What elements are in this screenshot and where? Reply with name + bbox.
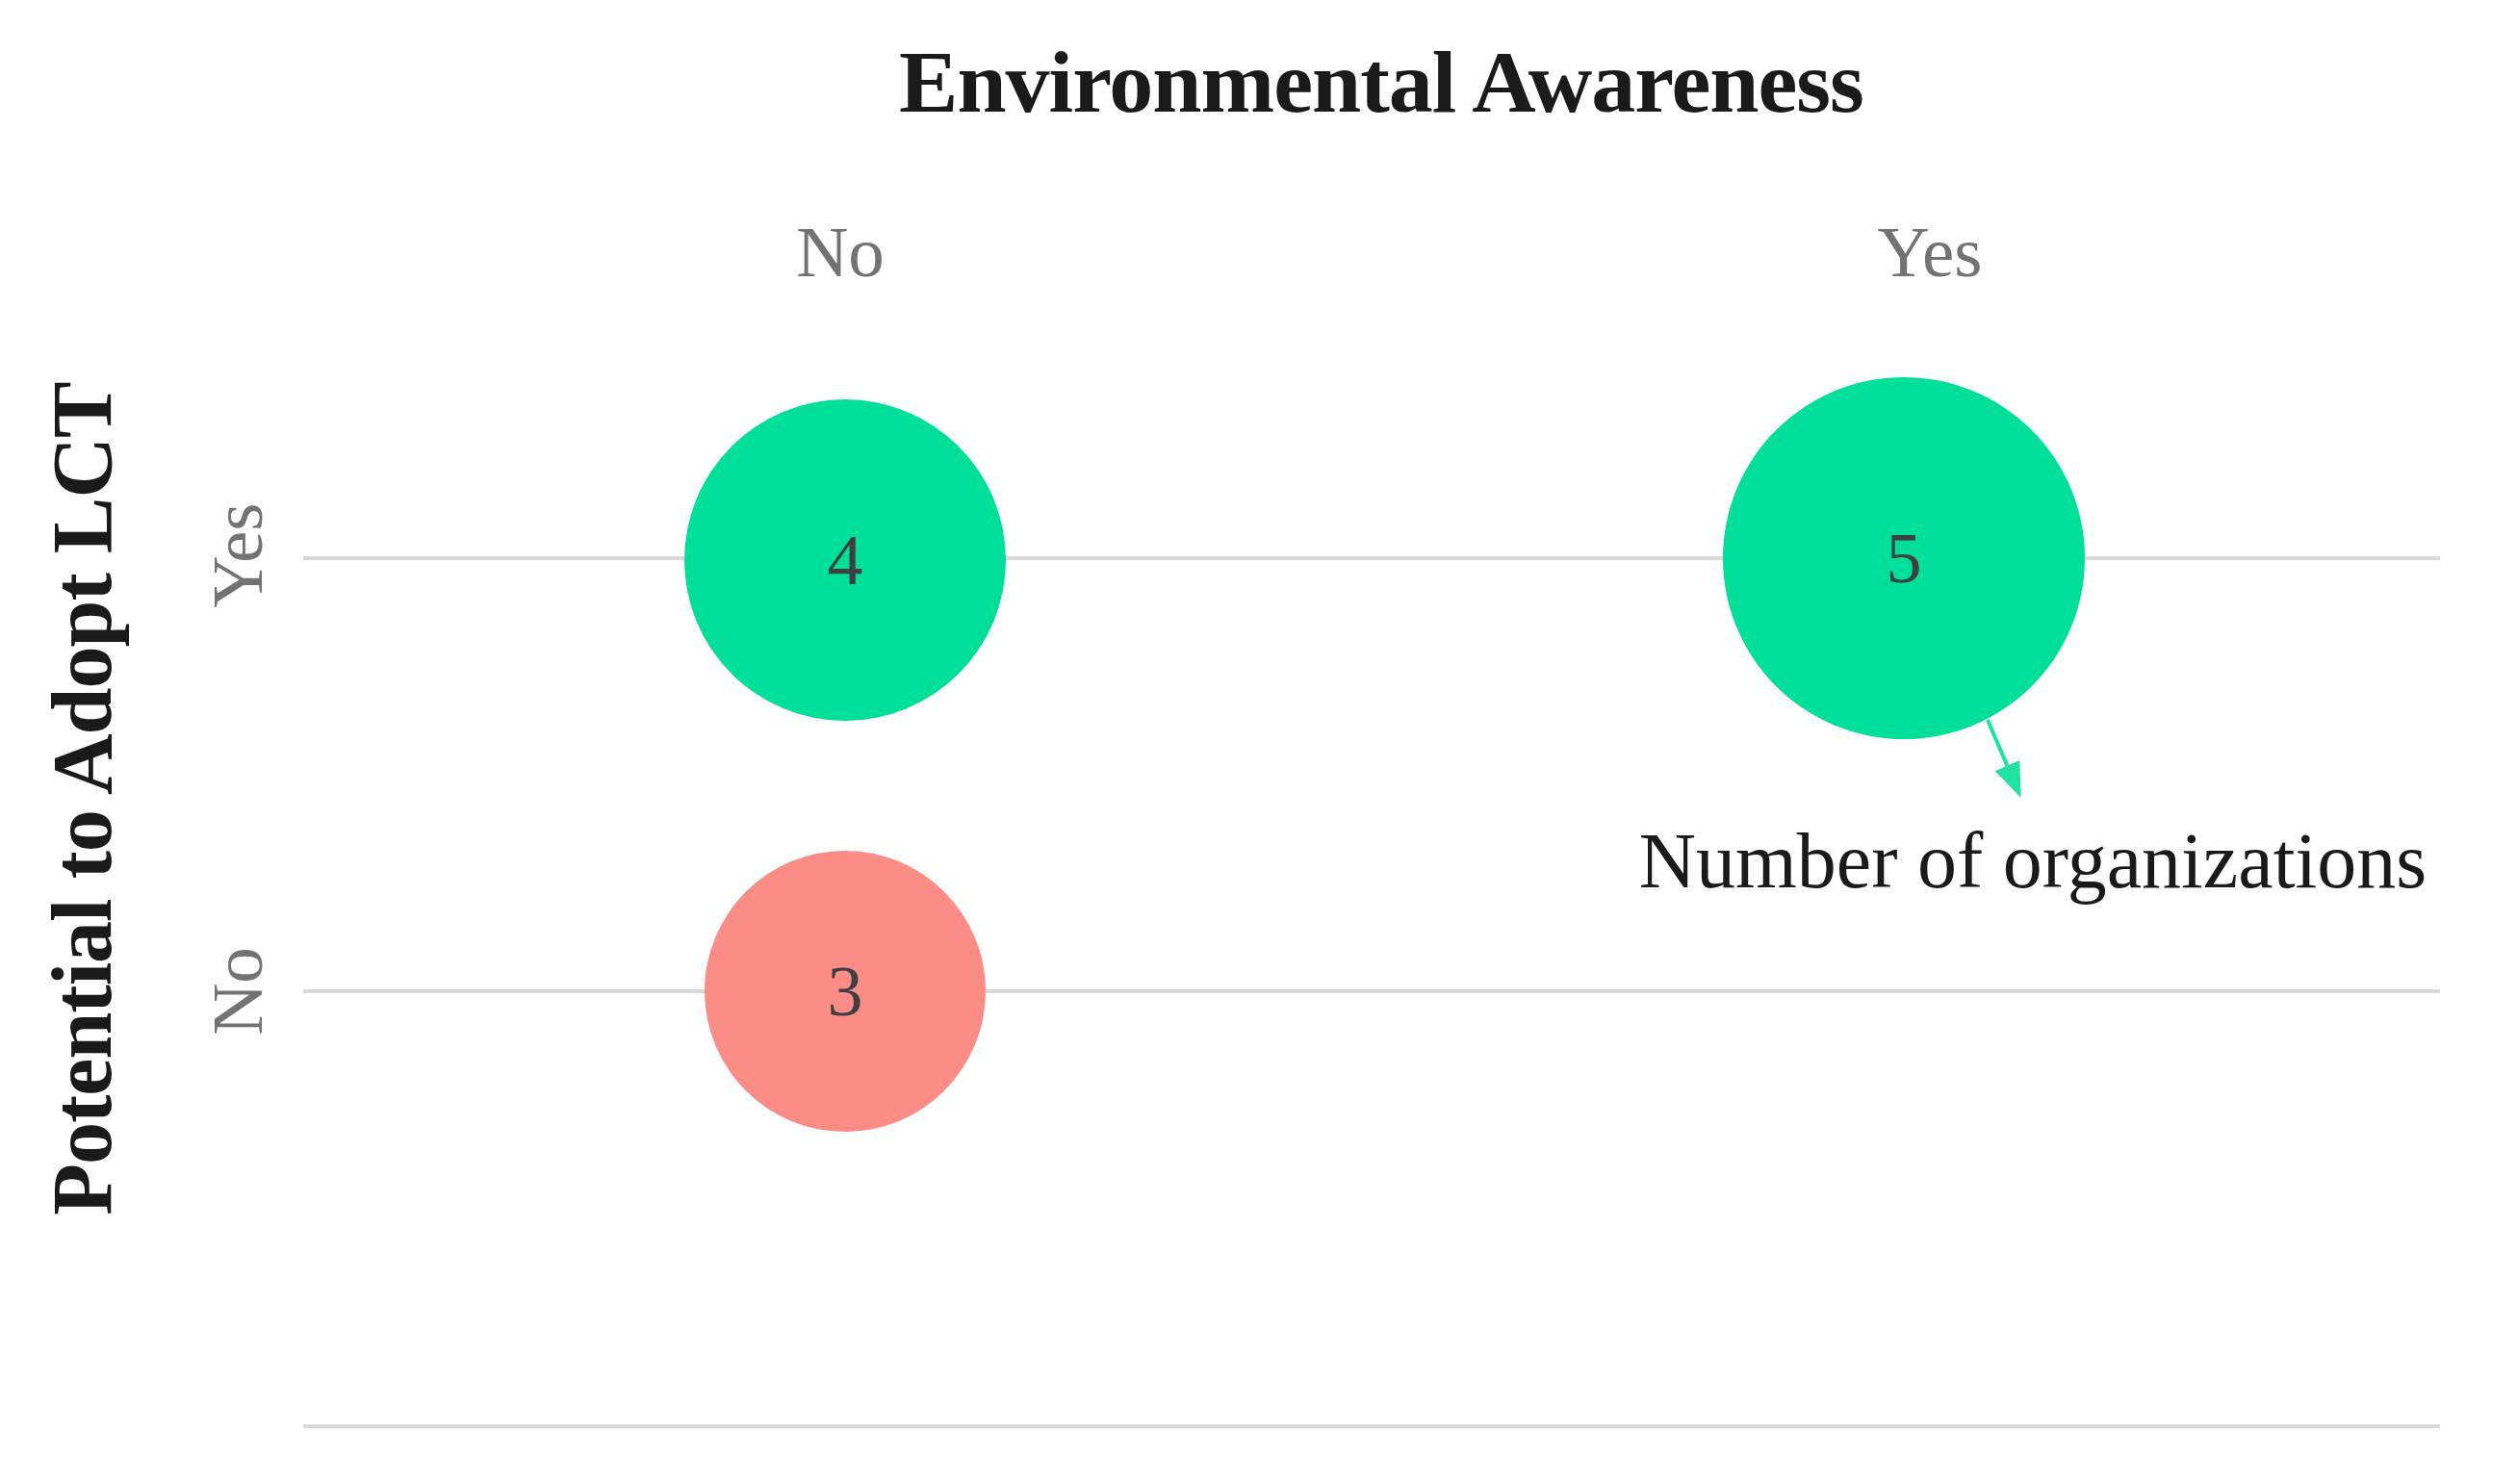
y-axis-title: Potential to Adopt LCT [34,382,131,1215]
annotation-arrow-icon [0,0,2517,1484]
gridline-row-yes [303,556,2440,560]
gridline-bottom [303,1424,2440,1428]
chart-title: Environmental Awareness [899,31,1863,133]
annotation-text: Number of organizations [1639,816,2427,907]
bubble-yes-yes: 5 [1723,377,2085,739]
bubble-no-yes: 4 [684,399,1006,721]
bubble-no-no: 3 [705,851,986,1132]
y-tick-yes: Yes [196,502,279,607]
bubble-value-no-yes: 4 [828,525,863,596]
x-tick-yes: Yes [1877,211,1982,294]
bubble-value-no-no: 3 [828,956,863,1027]
bubble-chart: Environmental Awareness No Yes Potential… [0,0,2517,1484]
gridline-row-no [303,989,2440,993]
x-tick-no: No [796,211,885,294]
y-tick-no: No [196,947,279,1036]
bubble-value-yes-yes: 5 [1887,523,1922,594]
